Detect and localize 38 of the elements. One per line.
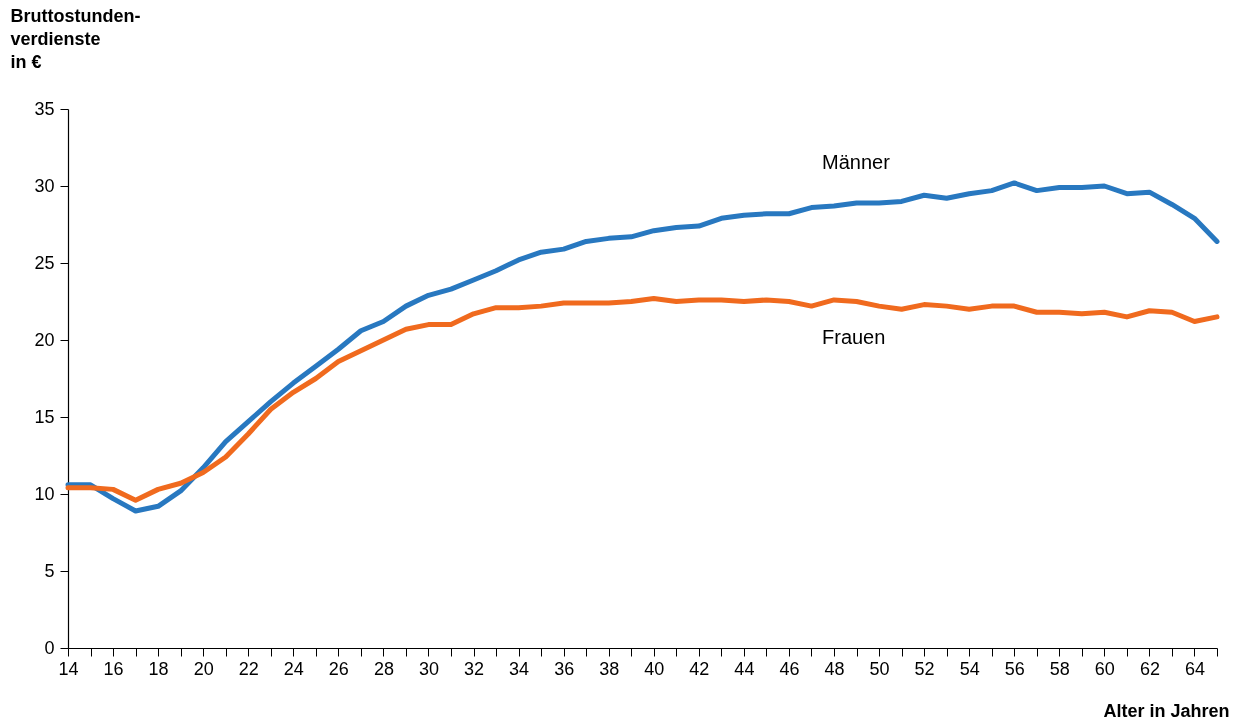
x-tick-label: 44 <box>734 658 755 679</box>
x-tick-label: 64 <box>1184 658 1205 679</box>
x-tick-label: 46 <box>779 658 800 679</box>
x-tick-label: 30 <box>418 658 439 679</box>
x-tick-label: 36 <box>554 658 575 679</box>
x-tick-label: 50 <box>869 658 890 679</box>
y-tick-label: 0 <box>44 637 55 658</box>
x-tick-label: 18 <box>148 658 169 679</box>
x-tick-label: 28 <box>373 658 394 679</box>
x-tick-label: 40 <box>644 658 665 679</box>
x-tick-label: 62 <box>1139 658 1160 679</box>
series-label: Frauen <box>822 325 886 348</box>
x-tick-label: 38 <box>599 658 620 679</box>
x-tick-label: 58 <box>1049 658 1070 679</box>
y-tick-label: 5 <box>44 560 55 581</box>
series-label: Männer <box>822 151 891 174</box>
x-tick-label: 42 <box>689 658 710 679</box>
x-tick-label: 16 <box>103 658 124 679</box>
y-tick-label: 20 <box>34 329 55 350</box>
y-tick-label: 30 <box>34 175 55 196</box>
y-axis-title: Bruttostunden- verdienste in € <box>10 5 141 72</box>
x-tick-label: 60 <box>1094 658 1115 679</box>
x-tick-label: 54 <box>959 658 980 679</box>
x-tick-label: 48 <box>824 658 845 679</box>
y-tick-label: 15 <box>34 406 55 427</box>
y-tick-label: 10 <box>34 483 55 504</box>
x-tick-label: 56 <box>1004 658 1025 679</box>
x-tick-label: 22 <box>238 658 259 679</box>
x-tick-label: 14 <box>58 658 79 679</box>
x-tick-label: 34 <box>509 658 530 679</box>
x-tick-label: 20 <box>193 658 214 679</box>
x-tick-label: 24 <box>283 658 304 679</box>
y-tick-label: 35 <box>34 98 55 119</box>
x-tick-label: 32 <box>464 658 485 679</box>
x-axis-title: Alter in Jahren <box>1103 700 1230 721</box>
x-tick-label: 52 <box>914 658 935 679</box>
x-tick-label: 26 <box>328 658 349 679</box>
y-tick-label: 25 <box>34 252 55 273</box>
